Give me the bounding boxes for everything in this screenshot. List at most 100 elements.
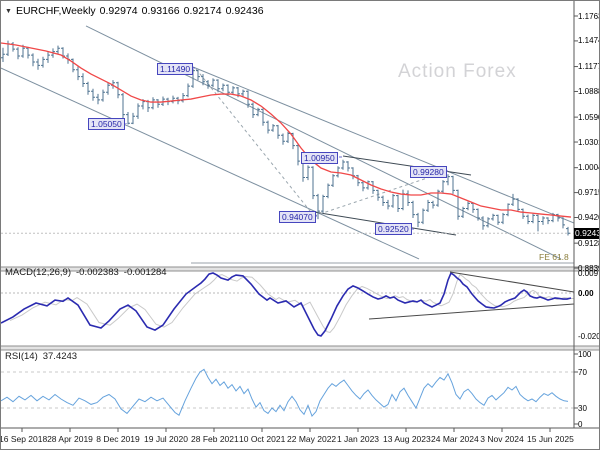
rsi-name: RSI(14) — [5, 351, 38, 362]
moving-average-line — [1, 42, 572, 218]
price-callout[interactable]: 0.92520 — [375, 223, 412, 235]
candle-bar — [216, 79, 220, 93]
candle-bar — [36, 58, 40, 70]
candle-bar — [331, 174, 335, 187]
candle-bar — [531, 213, 535, 224]
date-axis-label: 10 Oct 2021 — [239, 434, 286, 444]
candle-bar — [411, 200, 415, 218]
candle-bar — [26, 46, 30, 59]
trendline-peak-resistance — [192, 66, 574, 224]
dropdown-triangle-icon[interactable]: ▼ — [5, 8, 12, 15]
candle-bar — [171, 95, 175, 104]
price-callout[interactable]: 1.05050 — [88, 118, 125, 130]
macd-value-main: -0.002383 — [76, 267, 119, 278]
candle-bar — [106, 82, 110, 95]
candle-bar — [471, 202, 475, 213]
candle-bar — [151, 97, 155, 110]
candle-bar — [6, 40, 10, 56]
macd-value-signal: -0.001284 — [123, 267, 167, 278]
candle-bar — [481, 216, 485, 230]
candle-bar — [241, 89, 245, 97]
macd-signal-line — [9, 273, 574, 334]
date-axis-label: 8 Dec 2019 — [96, 434, 140, 444]
candle-bar — [341, 159, 345, 170]
candle-bar — [466, 201, 470, 211]
price-callout[interactable]: 0.99280 — [410, 166, 447, 178]
candle-bar — [256, 107, 260, 117]
candle-bar — [501, 212, 505, 225]
trendline-channel-lower — [1, 67, 420, 260]
rsi-value: 37.4243 — [42, 351, 78, 362]
candle-bar — [401, 189, 405, 211]
candle-bar — [101, 89, 105, 102]
candle-bar — [386, 199, 390, 210]
pane-separator[interactable] — [1, 346, 600, 350]
candle-bar — [426, 199, 430, 212]
candle-bar — [421, 208, 425, 225]
candle-bar — [71, 58, 75, 73]
rsi-axis-label: 30 — [578, 403, 587, 413]
price-callout[interactable]: 0.94070 — [279, 211, 316, 223]
candle-bar — [371, 181, 375, 194]
watermark: Action Forex — [398, 61, 517, 82]
candle-bar — [416, 212, 420, 228]
macd-main-line — [1, 271, 572, 337]
candle-bar — [41, 56, 45, 68]
candle-bar — [391, 193, 395, 208]
chart-title: ▼ EURCHF,Weekly 0.92974 0.93166 0.92174 0.924… — [5, 5, 268, 17]
date-axis-label: 19 Jul 2020 — [144, 434, 188, 444]
candle-bar — [56, 45, 60, 55]
candle-bar — [276, 124, 280, 139]
ohlc-low: 0.92174 — [183, 5, 222, 17]
candle-bar — [211, 78, 215, 87]
rsi-axis-label: 0 — [578, 419, 583, 429]
pane-separator[interactable] — [1, 267, 600, 271]
candle-bar — [231, 86, 235, 94]
rsi-line — [1, 368, 569, 418]
candle-bar — [521, 208, 525, 219]
rsi-axis-label: 70 — [578, 367, 587, 377]
candle-bar — [356, 174, 360, 187]
macd-wedge-lower — [368, 303, 574, 320]
candle-bar — [266, 120, 270, 134]
candle-bar — [296, 143, 300, 166]
symbol-timeframe: EURCHF,Weekly — [15, 5, 96, 17]
rsi-indicator-label: RSI(14) 37.4243 — [5, 351, 82, 362]
candle-bar — [476, 208, 480, 221]
candle-bar — [271, 124, 275, 132]
candle-bar — [326, 183, 330, 199]
macd-name: MACD(12,26,9) — [5, 267, 71, 278]
date-axis-label: 16 Sep 2018 — [0, 434, 48, 444]
candle-bar — [546, 217, 550, 225]
candle-bar — [181, 93, 185, 103]
candle-bar — [11, 42, 15, 52]
macd-axis-label: 0.00977 — [578, 268, 599, 278]
trendline-triangle-upper — [342, 155, 472, 176]
candle-bar — [406, 190, 410, 206]
candle-bar — [516, 198, 520, 212]
fibonacci-expansion-label[interactable]: FE 61.8 — [539, 251, 569, 262]
trendline-swing-down — [195, 68, 315, 217]
price-axis-label: 1.14745 — [578, 36, 599, 46]
candle-bar — [566, 226, 570, 236]
price-callout[interactable]: 1.00950 — [301, 152, 338, 164]
ohlc-open: 0.92974 — [99, 5, 138, 17]
candle-bar — [31, 53, 35, 67]
price-axis-label: 1.08880 — [578, 86, 599, 96]
candle-bar — [281, 133, 285, 145]
candle-bar — [321, 194, 325, 213]
candle-bar — [126, 112, 130, 125]
price-axis-label: 1.00040 — [578, 163, 599, 173]
candle-bar — [456, 189, 460, 220]
price-callout[interactable]: 1.11490 — [157, 63, 194, 75]
candle-bar — [441, 180, 445, 193]
candle-bar — [86, 81, 90, 95]
candle-bar — [541, 216, 545, 225]
price-axis-label: 0.94260 — [578, 213, 599, 222]
date-axis-label: 15 Jun 2025 — [527, 434, 574, 444]
price-axis-label: 0.88395 — [578, 263, 599, 273]
price-axis-label: 1.03015 — [578, 137, 599, 147]
candlestick-series[interactable] — [1, 40, 570, 236]
